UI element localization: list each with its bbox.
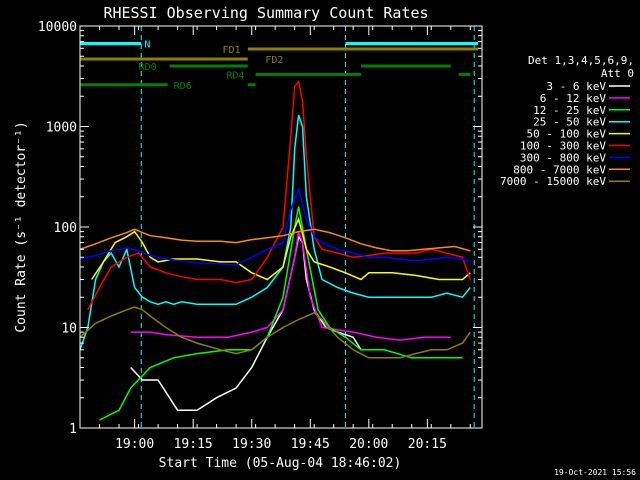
series-line-8	[79, 306, 471, 359]
flag-bars: N FD1 FD2 RD0 RD4 RD6	[80, 39, 479, 92]
series-line-5	[87, 79, 472, 311]
x-axis-label: Start Time (05-Aug-04 18:46:02)	[159, 456, 402, 471]
legend-label-4: 50 - 100 keV	[527, 128, 607, 141]
y-tick-label: 1	[69, 422, 77, 437]
legend-header-1: Det 1,3,4,5,6,9,	[528, 54, 634, 67]
flag-rd6-label: RD6	[174, 81, 192, 92]
y-tick-label: 10000	[38, 20, 77, 35]
legend-header-2: Att 0	[601, 67, 634, 80]
flag-fd1-label: FD1	[222, 45, 240, 56]
y-tick-label: 1000	[46, 121, 77, 136]
timestamp: 19-Oct-2021 15:56	[554, 468, 636, 477]
chart-title: RHESSI Observing Summary Count Rates	[103, 4, 428, 22]
series-line-6	[79, 186, 471, 266]
series-lines	[79, 79, 472, 421]
y-tick-label: 10	[61, 322, 77, 337]
legend-label-8: 7000 - 15000 keV	[500, 175, 606, 188]
x-tick-label: 19:00	[115, 437, 154, 452]
legend-label-6: 300 - 800 keV	[520, 151, 606, 164]
legend-label-1: 6 - 12 keV	[540, 92, 607, 105]
legend-label-0: 3 - 6 keV	[546, 80, 606, 93]
flag-fd2-label: FD2	[265, 55, 283, 66]
x-tick-label: 19:15	[174, 437, 213, 452]
series-line-7	[79, 228, 471, 252]
flag-n-label: N	[144, 39, 150, 50]
legend-label-5: 100 - 300 keV	[520, 140, 606, 153]
y-tick-label: 100	[54, 221, 77, 236]
x-tick-label: 19:30	[232, 437, 271, 452]
legend-label-2: 12 - 25 keV	[533, 104, 606, 117]
y-axis-label: Count Rate (s⁻¹ detector⁻¹)	[14, 121, 29, 332]
legend-label-3: 25 - 50 keV	[533, 116, 606, 129]
legend-label-7: 800 - 7000 keV	[513, 163, 606, 176]
flag-rd0-label: RD0	[139, 62, 157, 73]
x-tick-label: 19:45	[291, 437, 330, 452]
series-line-3	[79, 114, 471, 351]
x-tick-label: 20:15	[408, 437, 447, 452]
axes: 1 10 100 1000 10000 19:00 19:15 19:30 19:45 20:00…	[38, 20, 483, 452]
flag-rd4-label: RD4	[226, 70, 244, 81]
series-line-4	[91, 216, 471, 281]
x-tick-label: 20:00	[349, 437, 388, 452]
